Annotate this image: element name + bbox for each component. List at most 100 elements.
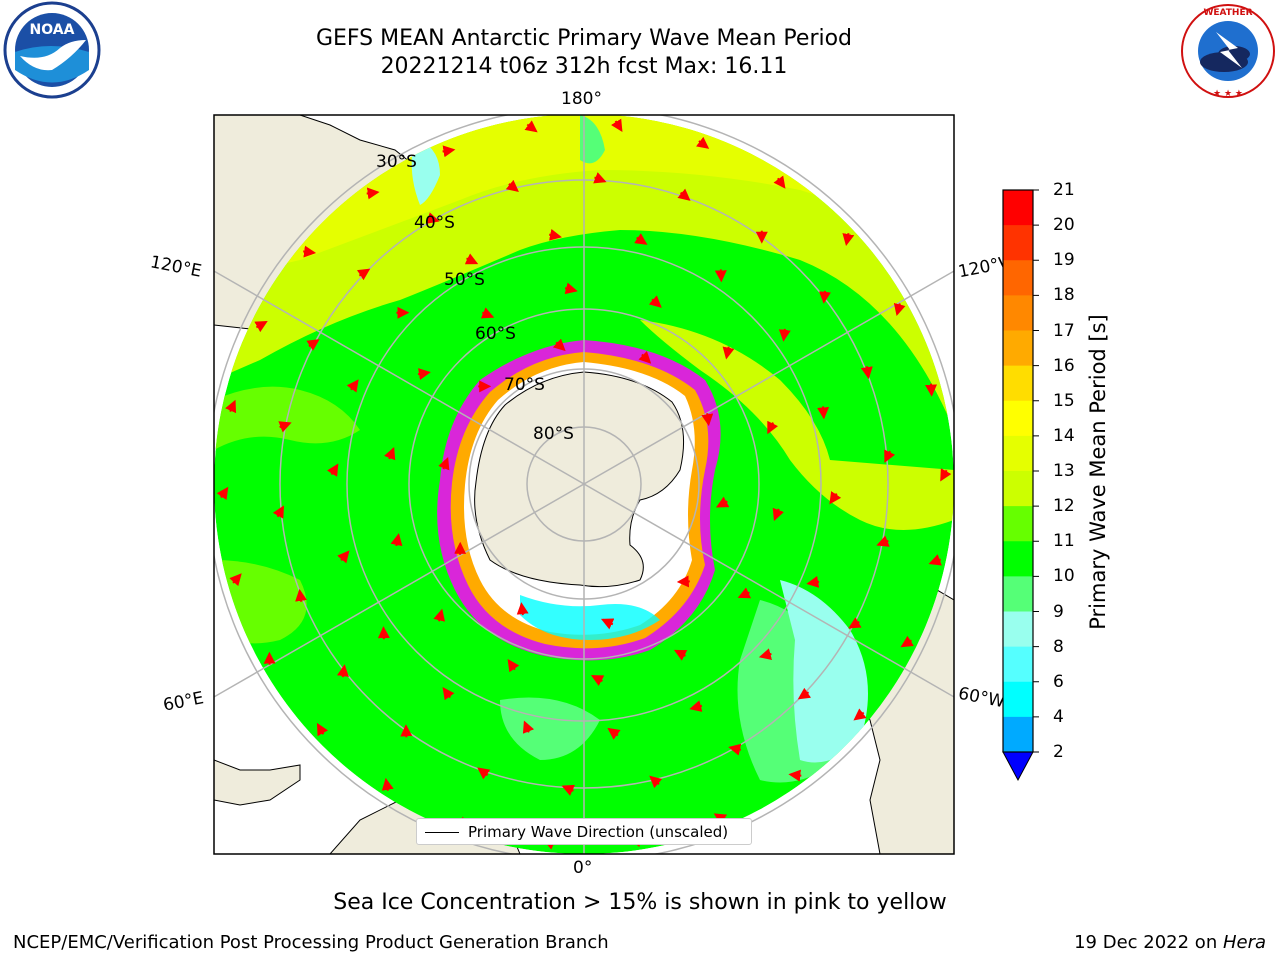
colorbar-band: [1003, 330, 1033, 367]
wave-direction-arrow: [295, 588, 308, 602]
lon-label-180: 180°: [561, 89, 602, 109]
colorbar: [1002, 189, 1039, 782]
wave-direction-arrow: [607, 727, 621, 740]
wave-direction-arrow: [442, 145, 456, 158]
wave-direction-arrow: [561, 784, 575, 796]
wave-direction-arrow: [356, 268, 371, 281]
wave-direction-arrow: [638, 351, 652, 364]
wave-direction-arrow: [848, 617, 862, 629]
wave-direction-arrow: [689, 700, 703, 712]
wave-direction-arrow: [216, 486, 229, 501]
wave-direction-arrow: [254, 321, 268, 333]
wave-direction-arrow: [773, 175, 786, 189]
wave-direction-arrow: [417, 368, 431, 380]
credit-date-text: 19 Dec 2022 on: [1074, 932, 1223, 953]
wave-direction-arrow: [225, 399, 237, 414]
wave-direction-arrow: [590, 675, 605, 686]
wave-direction-arrow: [316, 722, 329, 737]
colorbar-band: [1003, 365, 1033, 402]
colorbar-band: [1003, 646, 1033, 683]
colorbar-tick-label: 16: [1053, 355, 1075, 376]
colorbar-band: [1003, 611, 1033, 648]
colorbar-tick-label: 10: [1053, 566, 1075, 587]
colorbar-tick-label: 11: [1053, 531, 1075, 552]
map-border: [213, 114, 955, 855]
lat-label-30s: 30°S: [376, 152, 417, 172]
wave-direction-arrow: [552, 338, 566, 352]
colorbar-tick-label: 21: [1053, 180, 1075, 200]
wave-direction-arrow: [900, 635, 914, 648]
wave-direction-arrow: [940, 468, 952, 482]
wave-direction-arrow: [842, 233, 855, 246]
wave-direction-arrow: [676, 575, 690, 588]
credit-date: 19 Dec 2022 on Hera: [1074, 932, 1266, 953]
wave-direction-arrow: [648, 295, 662, 308]
wave-direction-arrow: [337, 550, 350, 564]
wave-direction-arrow: [677, 188, 691, 201]
colorbar-band: [1003, 260, 1033, 296]
svg-text:WEATHER: WEATHER: [1203, 8, 1252, 18]
wave-direction-arrow: [464, 253, 479, 265]
lat-label-80s: 80°S: [533, 424, 574, 444]
wave-direction-arrow: [346, 379, 359, 393]
wave-direction-arrow: [715, 496, 730, 508]
wave-direction-arrow: [728, 743, 742, 756]
wave-direction-arrow: [673, 649, 688, 661]
wave-direction-arrow: [326, 463, 339, 477]
colorbar-tick-label: 6: [1053, 671, 1064, 692]
colorbar-tick-label: 9: [1053, 601, 1064, 622]
credit-branch: NCEP/EMC/Verification Post Processing Pr…: [13, 932, 609, 953]
wave-direction-arrow: [600, 618, 615, 630]
map-subtitle: 20221214 t06z 312h fcst Max: 16.11: [380, 54, 788, 79]
colorbar-band: [1003, 506, 1033, 542]
colorbar-band: [1003, 576, 1033, 612]
lat-label-60s: 60°S: [475, 324, 516, 344]
wave-direction-arrow: [564, 282, 578, 295]
wave-direction-arrow: [381, 777, 394, 791]
colorbar-tick-label: 4: [1053, 706, 1064, 727]
lat-label-70s: 70°S: [504, 375, 545, 395]
colorbar-band: [1003, 471, 1033, 507]
map-title: GEFS MEAN Antarctic Primary Wave Mean Pe…: [315, 26, 853, 51]
colorbar-band: [1003, 400, 1033, 437]
lat-label-40s: 40°S: [414, 213, 455, 233]
wave-direction-arrow: [701, 413, 714, 427]
wave-direction-arrow: [634, 233, 648, 245]
colorbar-tick-label: 2: [1053, 742, 1064, 762]
wave-direction-arrow: [818, 290, 831, 304]
svg-text:★ ★ ★: ★ ★ ★: [1213, 89, 1243, 99]
legend-line-swatch: [425, 832, 459, 833]
wave-direction-arrow: [522, 720, 535, 734]
svg-text:NOAA: NOAA: [30, 22, 75, 38]
wave-direction-arrow: [737, 587, 752, 599]
wave-direction-arrow: [507, 658, 520, 673]
colorbar-band: [1003, 225, 1033, 261]
wave-direction-arrow: [714, 269, 727, 283]
colorbar-tick-label: 14: [1053, 425, 1075, 446]
wave-direction-arrow: [278, 421, 292, 433]
wave-direction-arrow: [788, 769, 802, 782]
wave-direction-arrow: [649, 775, 663, 789]
wave-direction-arrow: [860, 366, 873, 380]
wave-direction-arrow: [696, 136, 710, 149]
colorbar-tick-label: 12: [1053, 496, 1075, 517]
wave-direction-arrow: [778, 328, 791, 342]
wave-direction-arrow: [817, 406, 830, 420]
sea-ice-note: Sea Ice Concentration > 15% is shown in …: [333, 890, 947, 915]
graticule: [214, 115, 954, 854]
colorbar-tick-label: 19: [1053, 250, 1075, 271]
wave-direction-arrow: [480, 307, 495, 319]
colorbar-title: Primary Wave Mean Period [s]: [1086, 314, 1110, 630]
wave-direction-arrow: [797, 687, 812, 700]
wave-direction-arrow: [593, 172, 607, 184]
wave-direction-arrow: [426, 212, 440, 224]
wave-direction-arrow: [505, 179, 519, 193]
colorbar-band: [1003, 435, 1033, 472]
colorbar-tick-label: 17: [1053, 320, 1075, 341]
colorbar-band: [1003, 716, 1033, 753]
wave-direction-arrow: [229, 573, 242, 587]
colorbar-band: [1003, 541, 1033, 577]
wave-direction-arrow: [272, 505, 284, 519]
wave-direction-arrow: [884, 449, 896, 463]
